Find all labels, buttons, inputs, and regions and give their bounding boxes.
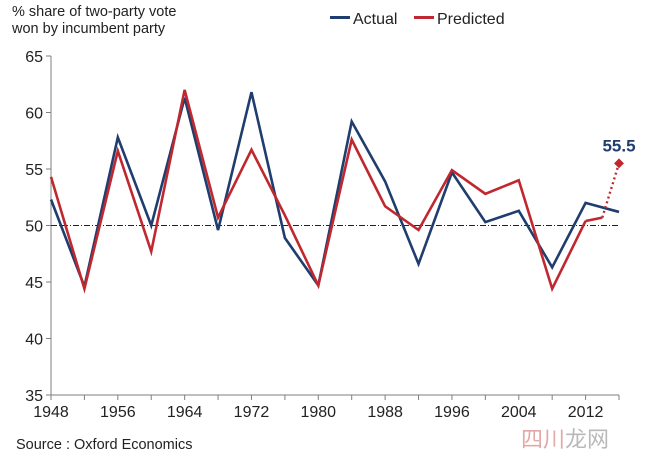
x-tick-label: 1980: [300, 404, 336, 421]
prediction-label: 55.5: [602, 136, 635, 155]
y-tick-label: 60: [25, 106, 43, 123]
predicted-segment-solid: [585, 216, 603, 223]
watermark-part1: 四川: [521, 428, 566, 453]
legend-item-predicted: Predicted: [414, 11, 505, 29]
prediction-marker: [614, 158, 624, 169]
watermark-part2: 龙网: [565, 428, 610, 453]
legend-swatch-predicted: [414, 16, 434, 20]
legend-label-actual: Actual: [353, 11, 398, 28]
y-tick-label: 50: [25, 219, 43, 236]
x-tick-label: 1996: [434, 404, 470, 421]
x-tick-label: 1964: [167, 404, 203, 421]
watermark: 四川龙网: [521, 422, 609, 454]
series-line-predicted: [49, 89, 587, 294]
y-tick-label: 40: [25, 332, 43, 349]
x-tick-label: 2004: [501, 404, 537, 421]
y-tick-label: 65: [25, 49, 43, 66]
x-tick-label: 1988: [367, 404, 403, 421]
y-tick-label: 35: [25, 388, 43, 405]
source-note: Source : Oxford Economics: [16, 437, 193, 453]
y-axis-label: % share of two-party vote won by incumbe…: [12, 4, 177, 37]
y-tick-label: 55: [25, 162, 43, 179]
y-tick-label: 45: [25, 275, 43, 292]
x-tick-label: 1948: [33, 404, 69, 421]
x-tick-label: 1972: [234, 404, 270, 421]
x-tick-label: 2012: [568, 404, 604, 421]
series-line-actual: [49, 91, 620, 292]
legend-swatch-actual: [330, 16, 350, 20]
x-tick-label: 1956: [100, 404, 136, 421]
legend-item-actual: Actual: [330, 11, 397, 29]
legend-label-predicted: Predicted: [437, 11, 505, 28]
